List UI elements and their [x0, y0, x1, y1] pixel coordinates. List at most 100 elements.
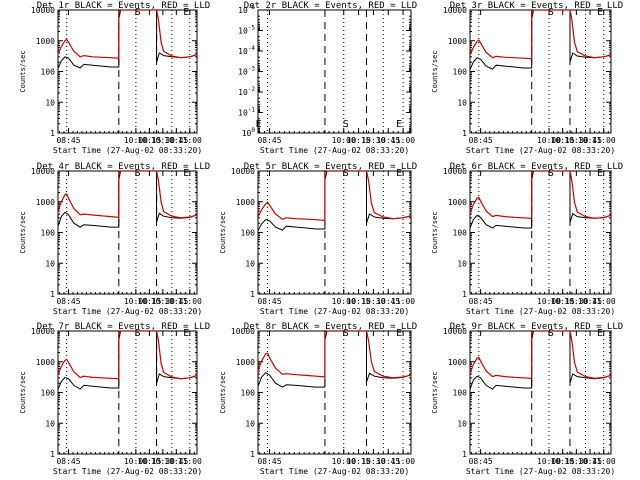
detector-panel: Det 8r BLACK = Events, RED = LLD10000100…: [219, 322, 417, 476]
y-tick-label: 10: [457, 98, 467, 107]
event-marker-end: E: [396, 119, 402, 130]
x-tick-label: 08:45: [257, 297, 281, 306]
y-tick-label: 10-2: [238, 86, 255, 97]
x-tick-label: 10:15: [551, 457, 575, 466]
x-tick-label: 10:00: [124, 297, 148, 306]
y-tick-label: 10-4: [238, 45, 255, 56]
plot-frame: [469, 9, 612, 134]
y-tick-label: 100: [241, 389, 256, 398]
detector-panel: Det 2r BLACK = Events, RED = LLD 100 10-1 1…: [238, 1, 417, 155]
x-tick-label: 10:15: [137, 297, 161, 306]
event-marker-start: S: [548, 7, 554, 18]
y-tick-label: 10000: [231, 167, 255, 176]
y-tick-label: 1: [462, 290, 467, 299]
x-tick-label: 10:45: [164, 457, 188, 466]
y-axis-label: Counts/sec: [219, 211, 227, 253]
x-tick-label: 08:45: [469, 136, 493, 145]
x-tick-label: 10:45: [376, 136, 400, 145]
plot-frame: [57, 170, 198, 295]
lld-series-line: [58, 10, 197, 59]
x-tick-label: 10:30: [151, 457, 175, 466]
y-tick-label: 100: [453, 389, 468, 398]
detector-panel: Det 4r BLACK = Events, RED = LLD10000100…: [19, 162, 210, 316]
y-tick-label: 100: [453, 229, 468, 238]
y-tick-label: 10: [245, 259, 255, 268]
plot-frame: [257, 170, 412, 295]
y-tick-label: 100: [242, 127, 256, 138]
y-tick-label: 1000: [36, 198, 55, 207]
event-marker-end: E: [597, 168, 603, 179]
panel-title: Det 2r BLACK = Events, RED = LLD: [244, 1, 417, 11]
x-tick-label: 08:45: [469, 297, 493, 306]
y-tick-label: 1: [50, 129, 55, 138]
x-axis-label: Start Time (27-Aug-02 08:33:20): [260, 146, 409, 155]
panel-title: Det 5r BLACK = Events, RED = LLD: [244, 162, 417, 172]
y-axis-label: Counts/sec: [431, 50, 439, 92]
event-marker-start: S: [135, 168, 141, 179]
x-tick-label: 10:15: [347, 457, 371, 466]
x-tick-label: 10:30: [564, 457, 588, 466]
x-tick-label: 11:00: [391, 136, 415, 145]
event-marker-end: E: [597, 7, 603, 18]
y-tick-label: 1000: [448, 198, 467, 207]
panel-title: Det 1r BLACK = Events, RED = LLD: [37, 1, 210, 11]
x-tick-label: 10:15: [347, 297, 371, 306]
event-marker-start: S: [548, 168, 554, 179]
events-series-line: [258, 331, 411, 388]
plot-frame: [57, 330, 198, 455]
x-tick-label: 10:30: [151, 136, 175, 145]
y-tick-label: 10000: [31, 327, 55, 336]
y-axis-label: Counts/sec: [19, 211, 27, 253]
x-tick-label: 11:00: [178, 297, 202, 306]
x-tick-label: 10:00: [537, 136, 561, 145]
event-marker-start: S: [343, 119, 349, 130]
x-tick-label: 11:00: [592, 297, 616, 306]
panel-title: Det 4r BLACK = Events, RED = LLD: [37, 162, 210, 172]
plot-frame: [257, 330, 412, 455]
y-tick-label: 1000: [448, 358, 467, 367]
y-tick-label: 10-3: [238, 66, 255, 77]
detector-panel: Det 6r BLACK = Events, RED = LLD10000100…: [431, 162, 623, 316]
event-marker-end: E: [396, 328, 402, 339]
y-axis-label: Counts/sec: [19, 371, 27, 413]
y-tick-label: 100: [41, 229, 56, 238]
x-tick-label: 10:15: [551, 136, 575, 145]
event-marker-end: E: [256, 119, 262, 130]
y-tick-label: 10-6: [238, 4, 255, 15]
y-tick-label: 1: [250, 290, 255, 299]
y-tick-exponent: -2: [248, 86, 256, 93]
x-tick-label: 10:30: [564, 136, 588, 145]
x-axis-label: Start Time (27-Aug-02 08:33:20): [260, 307, 409, 316]
y-tick-label: 10000: [31, 6, 55, 15]
lld-series-line: [258, 331, 411, 379]
x-tick-label: 10:45: [376, 457, 400, 466]
x-axis-label: Start Time (27-Aug-02 08:33:20): [466, 307, 615, 316]
lld-series-line: [58, 331, 197, 380]
panel-title: Det 9r BLACK = Events, RED = LLD: [450, 322, 623, 332]
plot-frame: [469, 330, 612, 455]
plot-frame: [257, 9, 412, 134]
x-tick-label: 10:45: [578, 297, 602, 306]
x-tick-label: 10:00: [332, 457, 356, 466]
x-tick-label: 08:45: [469, 457, 493, 466]
detector-panel: Det 7r BLACK = Events, RED = LLD10000100…: [19, 322, 210, 476]
events-series-line: [470, 331, 611, 391]
lld-series-line: [258, 171, 411, 221]
x-tick-label: 08:45: [257, 457, 281, 466]
y-tick-label: 100: [41, 389, 56, 398]
events-series-line: [258, 171, 411, 232]
x-axis-label: Start Time (27-Aug-02 08:33:20): [53, 307, 202, 316]
x-tick-label: 10:00: [124, 136, 148, 145]
panel-title: Det 8r BLACK = Events, RED = LLD: [244, 322, 417, 332]
event-marker-end: E: [183, 328, 189, 339]
x-tick-label: 11:00: [178, 136, 202, 145]
x-tick-label: 08:45: [56, 136, 80, 145]
y-tick-label: 10-5: [238, 25, 255, 36]
events-series-line: [470, 10, 611, 71]
event-marker-end: E: [183, 7, 189, 18]
x-tick-label: 10:30: [361, 297, 385, 306]
y-tick-label: 1: [462, 129, 467, 138]
y-axis-label: Counts/sec: [219, 371, 227, 413]
